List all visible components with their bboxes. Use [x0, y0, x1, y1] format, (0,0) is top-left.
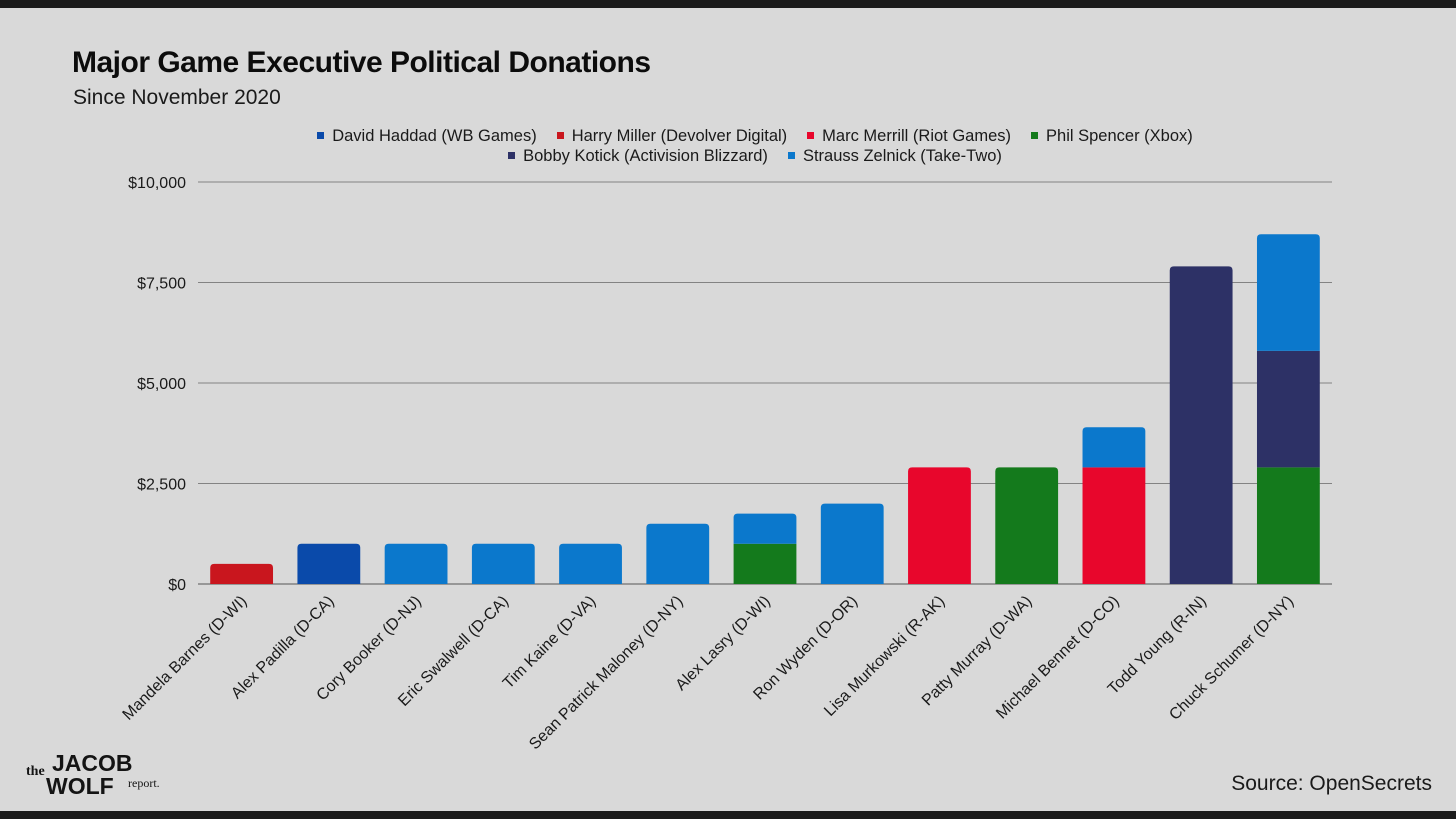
legend-swatch: [787, 152, 795, 159]
bar-segment: [646, 523, 710, 584]
legend-row: Bobby Kotick (Activision Blizzard) Straus…: [200, 146, 1310, 166]
bar-segment: [908, 467, 971, 584]
bar-segment: [1169, 266, 1233, 584]
bar-segment: [733, 513, 797, 544]
bar-segment: [995, 467, 1059, 584]
bar-segment: [733, 543, 797, 584]
jacob-wolf-report-logo: the JACOB WOLF report.: [26, 750, 160, 799]
bar-segment: [384, 543, 448, 584]
x-tick-label: Sean Patrick Maloney (D-NY): [526, 593, 686, 753]
bar-segment: [1082, 467, 1146, 584]
y-tick-label: $2,500: [137, 477, 186, 494]
chart-title: Major Game Executive Political Donations: [72, 46, 651, 79]
legend-swatch: [508, 152, 516, 159]
legend-swatch: [807, 132, 815, 139]
bar-segment: [1082, 427, 1146, 468]
chart-subtitle: Since November 2020: [73, 86, 281, 109]
bar-segment: [1256, 467, 1320, 584]
source-note: Source: OpenSecrets: [1231, 772, 1432, 795]
legend-item: Marc Merrill (Riot Games): [807, 126, 1011, 146]
y-tick-label: $7,500: [137, 276, 186, 293]
legend-swatch: [317, 132, 325, 139]
legend-item: Bobby Kotick (Activision Blizzard): [508, 146, 768, 166]
x-tick-label: Alex Lasry (D-WI): [673, 593, 774, 694]
legend-label: Harry Miller (Devolver Digital): [571, 127, 788, 145]
y-tick-label: $0: [168, 577, 186, 594]
bar-segment: [210, 563, 274, 584]
top-border: [0, 0, 1456, 8]
legend-item: Strauss Zelnick (Take-Two): [787, 146, 1002, 166]
legend-swatch: [1031, 132, 1039, 139]
x-tick-label: Tim Kaine (D-VA): [500, 593, 599, 692]
bar-segment: [820, 503, 884, 584]
bar-segment: [1256, 350, 1320, 468]
legend-item: Phil Spencer (Xbox): [1031, 126, 1193, 146]
legend-item: David Haddad (WB Games): [317, 126, 537, 146]
legend-item: Harry Miller (Devolver Digital): [556, 126, 788, 146]
legend-label: Strauss Zelnick (Take-Two): [802, 147, 1002, 165]
x-tick-label: Todd Young (R-IN): [1105, 593, 1210, 698]
x-tick-label: Mandela Barnes (D-WI): [120, 593, 251, 724]
legend-label: Bobby Kotick (Activision Blizzard): [523, 147, 768, 165]
y-tick-label: $10,000: [128, 175, 186, 192]
bar-segment: [471, 543, 535, 584]
legend: David Haddad (WB Games) Harry Miller (Dev…: [200, 126, 1310, 166]
bottom-border: [0, 811, 1456, 819]
bar-segment: [559, 543, 622, 584]
legend-label: David Haddad (WB Games): [332, 127, 537, 145]
bar-segment: [1256, 234, 1320, 351]
legend-swatch: [556, 132, 564, 139]
y-tick-label: $5,000: [137, 376, 186, 393]
bar-segment: [297, 543, 361, 584]
legend-row: David Haddad (WB Games) Harry Miller (Dev…: [200, 126, 1310, 146]
legend-label: Marc Merrill (Riot Games): [822, 127, 1012, 145]
legend-label: Phil Spencer (Xbox): [1046, 127, 1193, 145]
